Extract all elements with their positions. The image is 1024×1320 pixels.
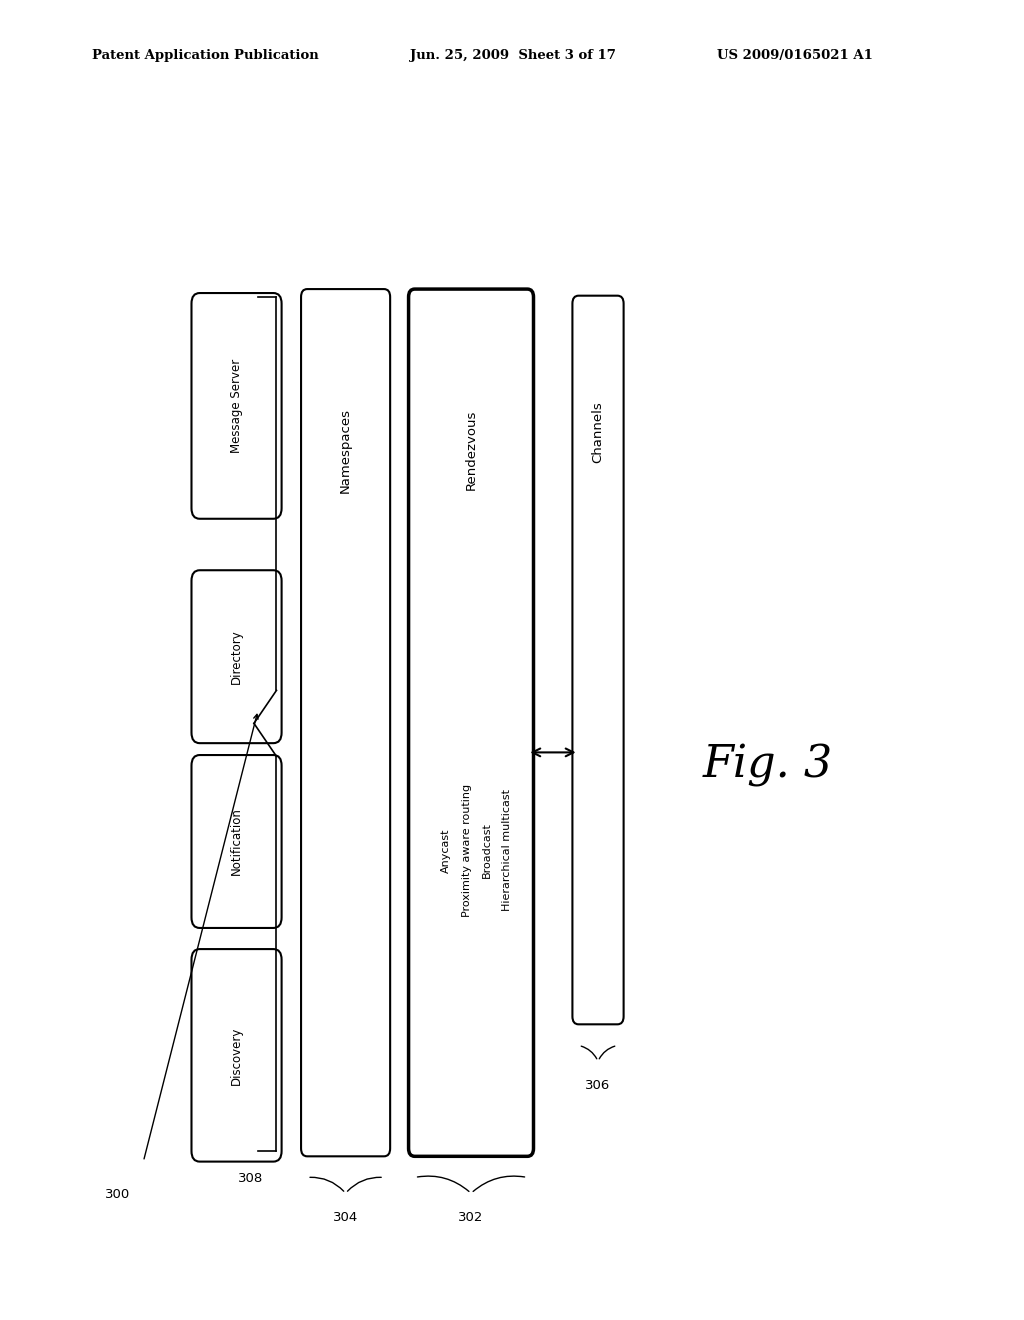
Text: 308: 308 — [239, 1172, 263, 1185]
Text: Hierarchical multicast: Hierarchical multicast — [502, 789, 512, 911]
Text: 304: 304 — [333, 1210, 358, 1224]
Text: 306: 306 — [586, 1078, 610, 1092]
Text: Channels: Channels — [592, 401, 604, 463]
FancyBboxPatch shape — [191, 755, 282, 928]
FancyBboxPatch shape — [572, 296, 624, 1024]
Text: US 2009/0165021 A1: US 2009/0165021 A1 — [717, 49, 872, 62]
Text: Proximity aware routing: Proximity aware routing — [462, 784, 471, 917]
Text: Discovery: Discovery — [230, 1026, 243, 1085]
FancyBboxPatch shape — [191, 570, 282, 743]
Text: Fig. 3: Fig. 3 — [702, 744, 834, 787]
FancyBboxPatch shape — [191, 949, 282, 1162]
Text: Anycast: Anycast — [441, 828, 452, 873]
FancyBboxPatch shape — [191, 293, 282, 519]
Text: 302: 302 — [459, 1210, 483, 1224]
FancyBboxPatch shape — [409, 289, 534, 1156]
Text: Patent Application Publication: Patent Application Publication — [92, 49, 318, 62]
Text: Broadcast: Broadcast — [482, 822, 492, 878]
Text: Namespaces: Namespaces — [339, 408, 352, 492]
Text: 300: 300 — [105, 1188, 130, 1201]
FancyBboxPatch shape — [301, 289, 390, 1156]
Text: Directory: Directory — [230, 630, 243, 684]
Text: Rendezvous: Rendezvous — [465, 411, 477, 491]
Text: Jun. 25, 2009  Sheet 3 of 17: Jun. 25, 2009 Sheet 3 of 17 — [410, 49, 615, 62]
Text: Notification: Notification — [230, 808, 243, 875]
Text: Message Server: Message Server — [230, 359, 243, 453]
